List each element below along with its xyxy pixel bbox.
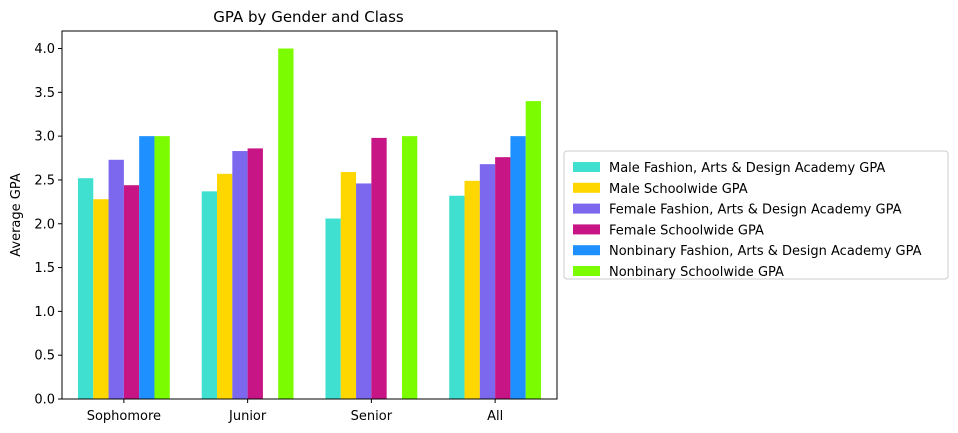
- bar: [77, 178, 94, 399]
- plot-frame: [61, 30, 558, 400]
- bar: [525, 101, 542, 399]
- bar: [278, 48, 294, 400]
- bar: [93, 199, 109, 399]
- y-tick-label: 0.5: [34, 349, 55, 364]
- legend-swatch: [573, 224, 600, 235]
- bar: [154, 136, 170, 399]
- x-tick-label: All: [487, 409, 503, 424]
- legend-swatch: [573, 245, 600, 256]
- y-tick-label: 1.5: [34, 261, 55, 276]
- bar: [371, 137, 387, 399]
- y-axis-label: Average GPA: [9, 173, 24, 257]
- bar: [401, 136, 418, 399]
- legend-label: Female Schoolwide GPA: [609, 223, 764, 238]
- y-tick-label: 3.5: [34, 86, 55, 101]
- legend-label: Nonbinary Schoolwide GPA: [609, 265, 784, 280]
- legend-swatch: [573, 266, 600, 276]
- legend-label: Male Fashion, Arts & Design Academy GPA: [609, 161, 885, 176]
- bar: [232, 151, 248, 399]
- y-tick-label: 3.0: [34, 130, 55, 145]
- bar: [247, 148, 263, 399]
- bar: [356, 183, 372, 399]
- bar: [449, 195, 465, 399]
- bar: [123, 185, 140, 399]
- legend-swatch: [573, 162, 600, 172]
- bar: [479, 164, 496, 399]
- legend-label: Male Schoolwide GPA: [609, 182, 748, 197]
- x-tick-label: Junior: [228, 409, 267, 424]
- y-tick-label: 4.0: [34, 42, 55, 57]
- legend: Male Fashion, Arts & Design Academy GPA M…: [563, 150, 949, 280]
- bar: [217, 173, 233, 399]
- legend-box: [563, 150, 949, 280]
- y-axis: 0.0 0.5 1.0 1.5 2.0 2.5 3.0 3.5 4.0: [34, 42, 62, 408]
- bar: [510, 136, 526, 399]
- bar: [495, 157, 511, 399]
- x-tick-label: Sophomore: [87, 409, 161, 424]
- x-tick-label: Senior: [351, 409, 393, 424]
- bar: [464, 180, 480, 399]
- bar: [340, 172, 357, 399]
- bar: [108, 159, 124, 399]
- legend-swatch: [573, 182, 600, 193]
- bars-group: [77, 48, 542, 400]
- bar: [325, 218, 341, 399]
- bar: [201, 191, 218, 399]
- y-tick-label: 1.0: [34, 305, 55, 320]
- legend-swatch: [573, 203, 600, 214]
- y-tick-label: 0.0: [34, 393, 55, 408]
- y-tick-label: 2.0: [34, 217, 55, 232]
- chart-title: GPA by Gender and Class: [213, 8, 404, 26]
- legend-label: Nonbinary Fashion, Arts & Design Academy…: [609, 244, 922, 259]
- y-tick-label: 2.5: [34, 173, 55, 188]
- x-axis: Sophomore Junior Senior All: [87, 399, 503, 424]
- bar: [139, 136, 155, 399]
- legend-label: Female Fashion, Arts & Design Academy GP…: [609, 203, 902, 218]
